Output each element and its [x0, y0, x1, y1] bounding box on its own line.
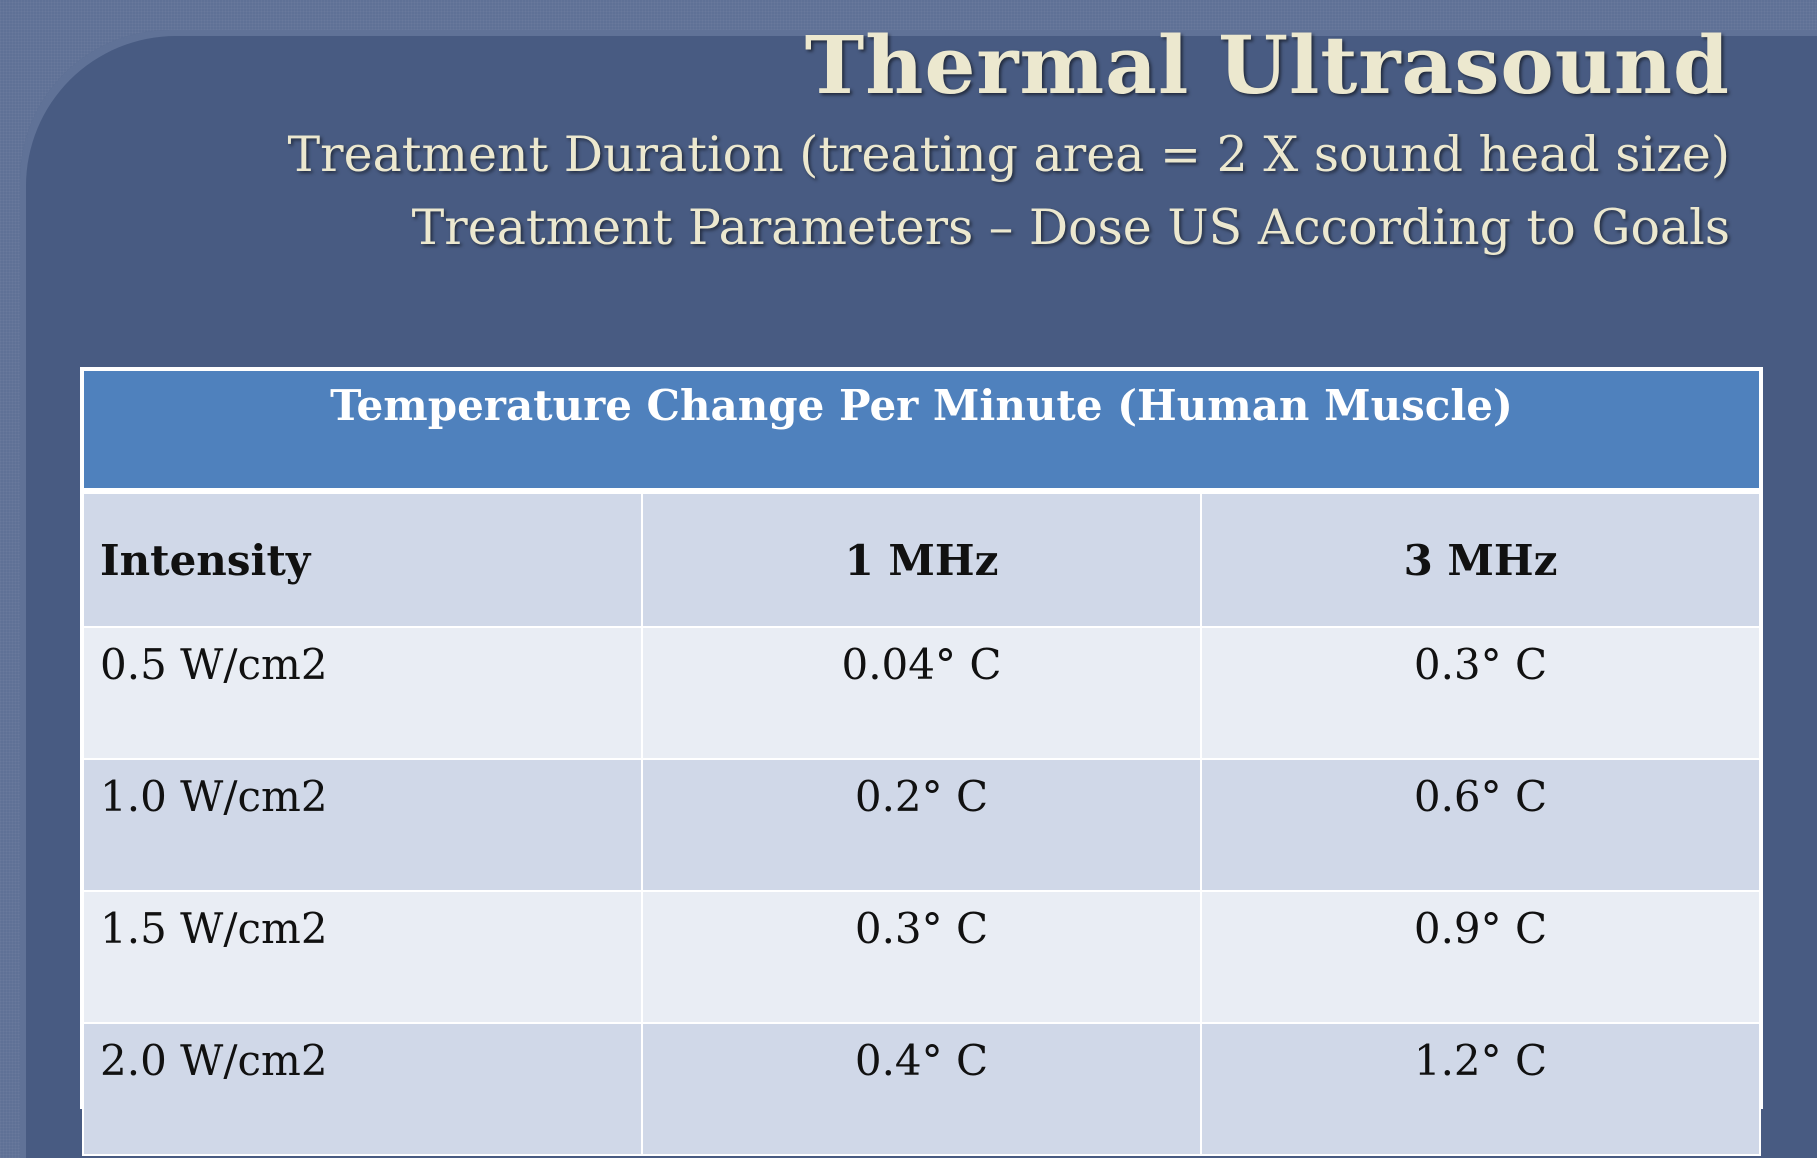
value-3mhz-cell: 0.9° C: [1200, 890, 1761, 1024]
value-3mhz-cell: 1.2° C: [1200, 1022, 1761, 1156]
intensity-cell: 1.5 W/cm2: [82, 890, 643, 1024]
slide-subtitle-treatment-duration: Treatment Duration (treating area = 2 X …: [287, 126, 1730, 183]
slide-title: Thermal Ultrasound: [804, 18, 1730, 112]
temperature-table-container: Temperature Change Per Minute (Human Mus…: [80, 367, 1763, 1156]
value-3mhz-cell: 0.6° C: [1200, 758, 1761, 892]
table-row: 0.5 W/cm2 0.04° C 0.3° C: [82, 626, 1761, 760]
value-3mhz-cell: 0.3° C: [1200, 626, 1761, 760]
value-1mhz-cell: 0.04° C: [641, 626, 1202, 760]
table-row: 2.0 W/cm2 0.4° C 1.2° C: [82, 1022, 1761, 1156]
header-1mhz: 1 MHz: [641, 490, 1202, 628]
value-1mhz-cell: 0.4° C: [641, 1022, 1202, 1156]
table-header-row: Intensity 1 MHz 3 MHz: [82, 490, 1761, 628]
header-intensity: Intensity: [82, 490, 643, 628]
table-caption: Temperature Change Per Minute (Human Mus…: [82, 369, 1761, 494]
value-1mhz-cell: 0.3° C: [641, 890, 1202, 1024]
table-caption-row: Temperature Change Per Minute (Human Mus…: [82, 369, 1761, 494]
intensity-cell: 1.0 W/cm2: [82, 758, 643, 892]
intensity-cell: 0.5 W/cm2: [82, 626, 643, 760]
temperature-change-table: Temperature Change Per Minute (Human Mus…: [82, 369, 1761, 1156]
table-row: 1.0 W/cm2 0.2° C 0.6° C: [82, 758, 1761, 892]
value-1mhz-cell: 0.2° C: [641, 758, 1202, 892]
header-3mhz: 3 MHz: [1200, 490, 1761, 628]
title-block: Thermal Ultrasound Treatment Duration (t…: [287, 25, 1730, 264]
slide-subtitle-treatment-parameters: Treatment Parameters – Dose US According…: [411, 198, 1730, 256]
intensity-cell: 2.0 W/cm2: [82, 1022, 643, 1156]
table-row: 1.5 W/cm2 0.3° C 0.9° C: [82, 890, 1761, 1024]
